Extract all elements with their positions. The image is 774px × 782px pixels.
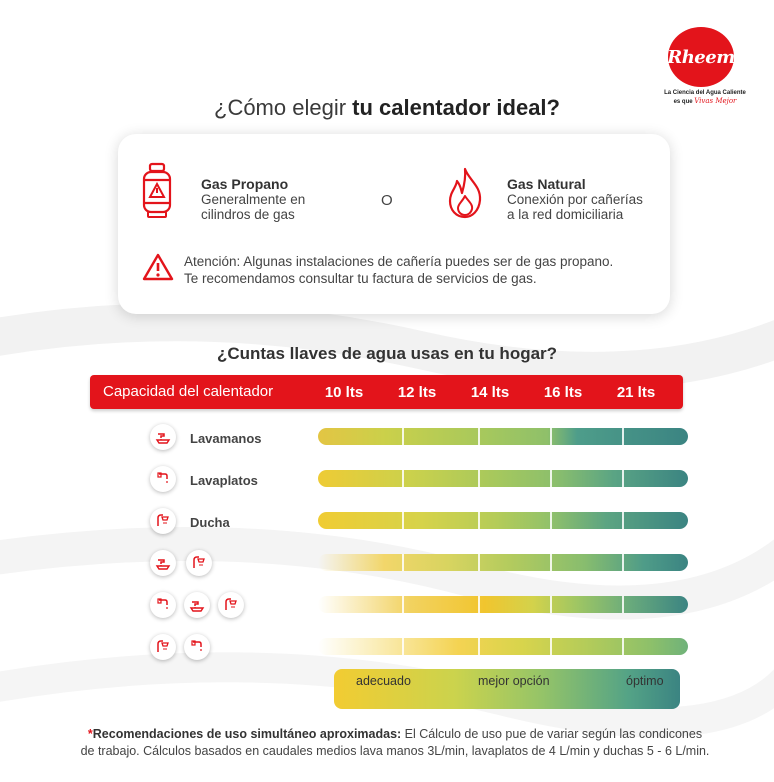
tagline-script: Vivas Mejor — [694, 97, 737, 105]
capacity-bar-ducha — [318, 512, 688, 529]
warning-line1: Atención: Algunas instalaciones de cañer… — [184, 254, 614, 269]
gas-cylinder-icon — [142, 162, 172, 218]
lavamanos-icon — [150, 550, 176, 576]
capacity-label: Capacidad del calentador — [103, 383, 274, 400]
lavamanos-icon — [184, 592, 210, 618]
legend-mejor-opcion: mejor opción — [478, 674, 550, 688]
page-title: ¿Cómo elegir tu calentador ideal? — [0, 95, 774, 121]
tagline-line: La Ciencia del Agua Caliente — [664, 90, 746, 96]
capacity-header: Capacidad del calentador 10 lts 12 lts 1… — [90, 375, 683, 409]
title-prefix: ¿Cómo elegir — [214, 95, 353, 120]
lavaplatos-icon — [150, 466, 176, 492]
legend-adecuado: adecuado — [356, 674, 411, 688]
capacity-bar-combo-2 — [318, 554, 688, 571]
capacity-bar-combo-duo — [318, 638, 688, 655]
gas-type-card — [118, 134, 670, 314]
footnote: *Recomendaciones de uso simultáneo aprox… — [30, 726, 760, 760]
warning-triangle-icon — [142, 253, 174, 281]
or-separator: O — [381, 192, 393, 209]
capacity-col-16: 16 lts — [543, 384, 583, 401]
capacity-bar-lavaplatos — [318, 470, 688, 487]
footnote-star: * — [87, 727, 93, 741]
propano-desc-line2: cilindros de gas — [201, 207, 295, 222]
warning-line2: Te recomendamos consultar tu factura de … — [184, 271, 537, 286]
capacity-col-21: 21 lts — [616, 384, 656, 401]
capacity-col-14: 14 lts — [470, 384, 510, 401]
natural-desc-line1: Conexión por cañerías — [507, 192, 643, 207]
lavaplatos-icon — [150, 592, 176, 618]
brand-tagline: La Ciencia del Agua Caliente es que Viva… — [650, 89, 760, 106]
row-label-ducha: Ducha — [190, 515, 230, 530]
legend-gradient — [334, 669, 680, 709]
natural-title: Gas Natural — [507, 176, 586, 192]
ducha-icon — [150, 508, 176, 534]
title-bold: tu calentador ideal? — [352, 95, 560, 120]
natural-desc-line2: a la red domiciliaria — [507, 207, 624, 222]
rheem-logo: Rheem — [667, 27, 735, 87]
capacity-col-10: 10 lts — [324, 384, 364, 401]
capacity-bar-lavamanos — [318, 428, 688, 445]
footnote-bold: Recomendaciones de uso simultáneo aproxi… — [92, 727, 402, 741]
propano-desc-line1: Generalmente en — [201, 192, 306, 207]
footnote-text2: de trabajo. Cálculos basados en caudales… — [80, 744, 710, 758]
row-label-lavaplatos: Lavaplatos — [190, 473, 258, 488]
ducha-icon — [218, 592, 244, 618]
tagline-prefix: es que — [673, 99, 693, 105]
row-label-lavamanos: Lavamanos — [190, 431, 262, 446]
logo-text: Rheem — [667, 46, 735, 68]
propano-title: Gas Propano — [201, 176, 289, 192]
lavaplatos-icon — [184, 634, 210, 660]
faucet-question: ¿Cuntas llaves de agua usas en tu hogar? — [216, 344, 558, 363]
ducha-icon — [150, 634, 176, 660]
ducha-icon — [186, 550, 212, 576]
capacity-bar-combo-3 — [318, 596, 688, 613]
footnote-text1: El Cálculo de uso pue de variar según la… — [401, 727, 703, 741]
flame-icon — [448, 167, 482, 219]
legend-optimo: óptimo — [626, 674, 664, 688]
lavamanos-icon — [150, 424, 176, 450]
capacity-col-12: 12 lts — [397, 384, 437, 401]
